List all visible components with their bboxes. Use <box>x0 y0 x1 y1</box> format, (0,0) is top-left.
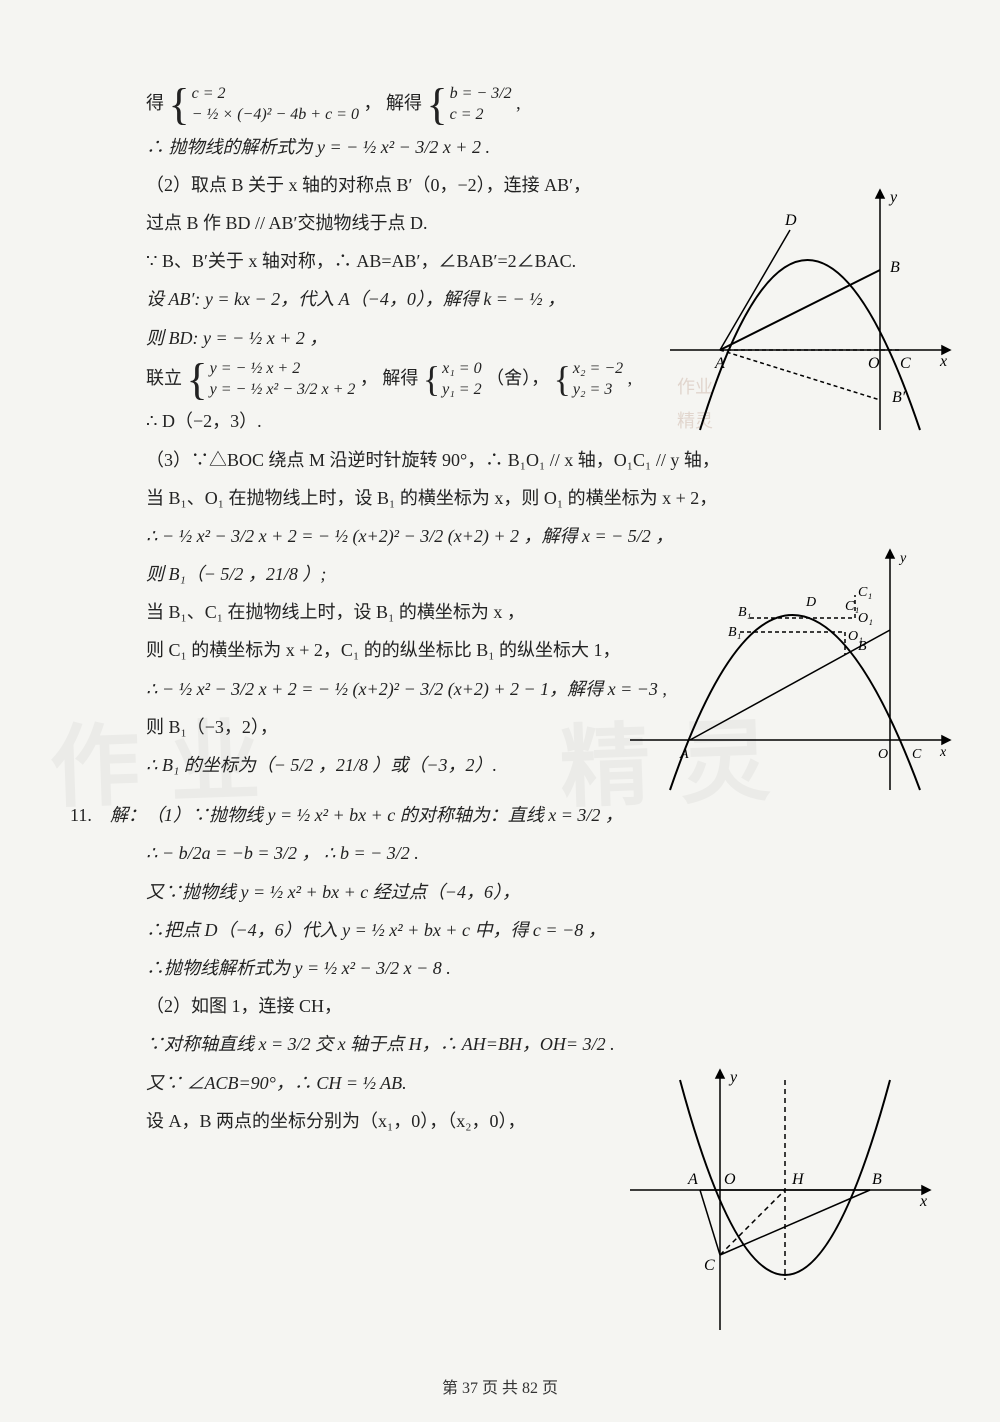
svg-text:x: x <box>939 745 947 760</box>
math-line: ∴抛物线解析式为 y = ½ x² − 3/2 x − 8 . <box>110 951 920 985</box>
text: , <box>516 93 521 113</box>
question-number: 11. <box>70 798 92 832</box>
svg-text:C₁: C₁ <box>845 599 859 614</box>
math-line: ∴ 抛物线的解析式为 y = − ½ x² − 3/2 x + 2 . <box>110 130 920 164</box>
math-line: ∵对称轴直线 x = 3/2 交 x 轴于点 H，∴ AH=BH，OH= 3/2… <box>110 1027 920 1061</box>
eq-row: − ½ × (−4)² − 4b + c = 0 <box>192 105 359 126</box>
brace-left: { <box>169 87 190 122</box>
eq-row: c = 2 <box>450 105 512 126</box>
text: 得 <box>146 93 164 113</box>
svg-text:A: A <box>714 355 725 372</box>
svg-text:B′: B′ <box>892 389 906 406</box>
brace-left: { <box>423 365 440 394</box>
eq-row: x₁ = 0 <box>442 359 481 380</box>
question-line: 11. 解：（1）∵抛物线 y = ½ x² + bx + c 的对称轴为：直线… <box>110 798 920 832</box>
math-line: ∴ − b/2a = −b = 3/2 ， ∴ b = − 3/2 . <box>110 836 920 870</box>
eq-row: b = − 3/2 <box>450 84 512 105</box>
eq-row: y₁ = 2 <box>442 380 481 401</box>
eq-row: y = − ½ x + 2 <box>210 359 356 380</box>
svg-text:B: B <box>890 259 900 276</box>
svg-text:D: D <box>805 595 816 610</box>
svg-text:y: y <box>888 189 898 206</box>
brace-left: { <box>187 362 208 397</box>
svg-text:C₁: C₁ <box>858 585 872 600</box>
svg-text:x: x <box>919 1193 927 1210</box>
diagram-parabola-3: A O B H C x y <box>620 1060 940 1340</box>
svg-text:A: A <box>679 747 689 762</box>
math-line: 解：（1）∵抛物线 y = ½ x² + bx + c 的对称轴为：直线 x =… <box>110 805 623 825</box>
text: 联立 <box>146 368 182 388</box>
svg-text:O: O <box>878 747 888 762</box>
svg-text:C: C <box>912 747 922 762</box>
diagram-parabola-1: A O C B D B′ x y <box>660 180 960 440</box>
math-line: 得 { c = 2 − ½ × (−4)² − 4b + c = 0 ， 解得 … <box>110 84 920 126</box>
svg-text:y: y <box>898 551 907 566</box>
text: ， 解得 <box>363 93 422 113</box>
brace-left: { <box>426 87 447 122</box>
svg-text:C: C <box>704 1257 715 1274</box>
svg-text:A: A <box>687 1171 698 1188</box>
math-line: （2）如图 1，连接 CH， <box>110 989 920 1023</box>
svg-text:B₁: B₁ <box>728 625 741 640</box>
svg-text:B₁: B₁ <box>738 605 751 620</box>
svg-text:O₁: O₁ <box>848 629 863 644</box>
svg-text:y: y <box>728 1069 738 1086</box>
eq-row: x₂ = −2 <box>573 359 623 380</box>
diagram-parabola-2: A O C B B₁ B₁ O₁ O₁ C₁ C₁ D x y <box>620 540 960 800</box>
svg-text:H: H <box>791 1171 805 1188</box>
svg-text:C: C <box>900 355 911 372</box>
svg-text:x: x <box>939 353 947 370</box>
eq-row: c = 2 <box>192 84 359 105</box>
page-footer: 第 37 页 共 82 页 <box>0 1374 1000 1404</box>
math-line: 当 B₁、O₁ 在抛物线上时，设 B₁ 的横坐标为 x，则 O₁ 的横坐标为 x… <box>110 481 920 515</box>
svg-text:O: O <box>868 355 880 372</box>
text: （舍）， <box>486 368 549 388</box>
eq-row: y₂ = 3 <box>573 380 623 401</box>
math-line: ∴把点 D（−4，6）代入 y = ½ x² + bx + c 中，得 c = … <box>110 913 920 947</box>
svg-text:O: O <box>724 1171 736 1188</box>
text: , <box>628 368 633 388</box>
math-line: 又∵抛物线 y = ½ x² + bx + c 经过点（−4，6）， <box>110 875 920 909</box>
svg-text:O₁: O₁ <box>858 611 873 626</box>
text: ， 解得 <box>360 368 419 388</box>
brace-left: { <box>554 365 571 394</box>
eq-row: y = − ½ x² − 3/2 x + 2 <box>210 380 356 401</box>
svg-text:B: B <box>872 1171 882 1188</box>
math-line: （3）∵△BOC 绕点 M 沿逆时针旋转 90°，∴ B₁O₁ // x 轴，O… <box>110 443 920 477</box>
svg-text:D: D <box>784 212 797 229</box>
